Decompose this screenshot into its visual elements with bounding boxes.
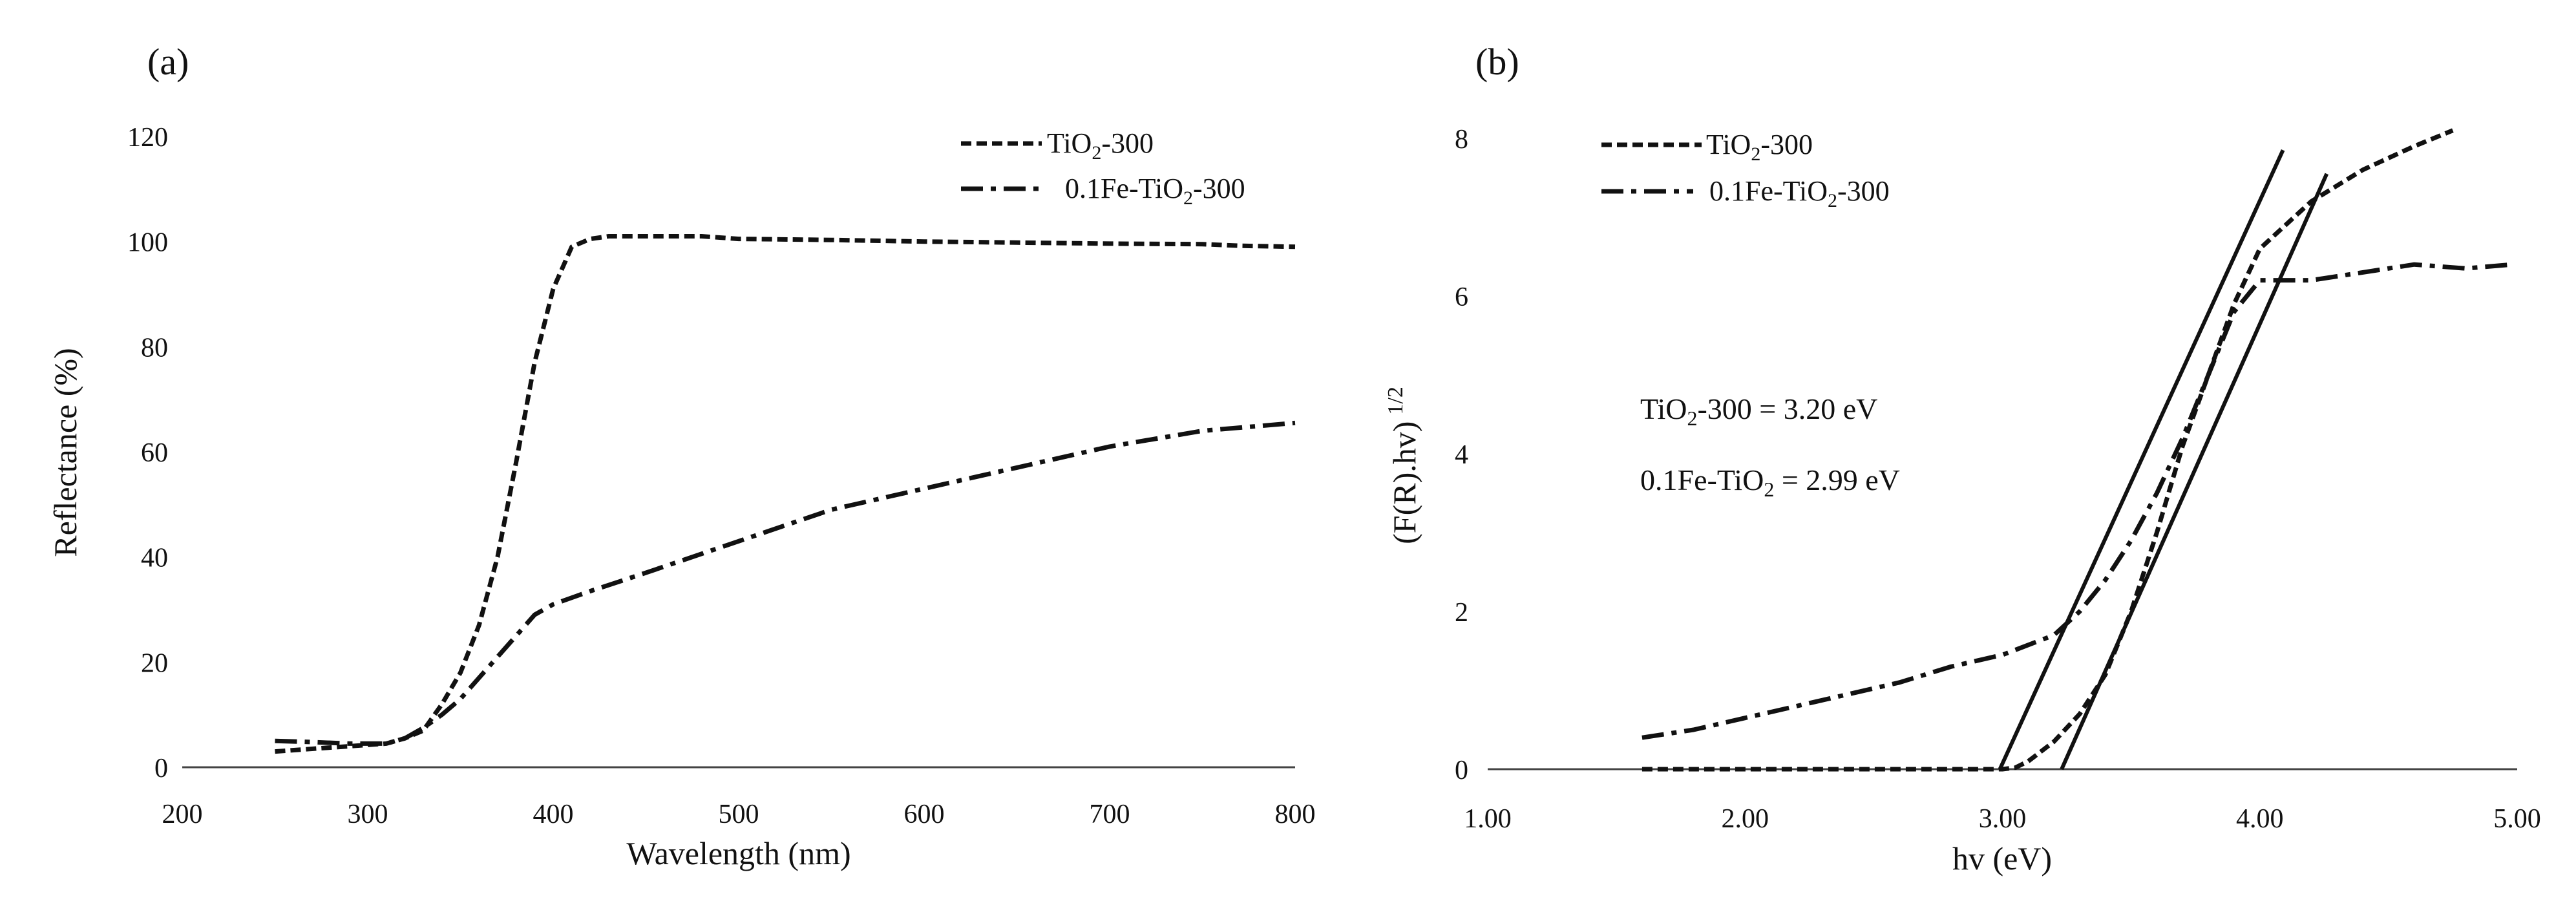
y-tick-label: 100 (127, 228, 168, 258)
y-tick-label: 40 (141, 544, 168, 573)
tangent-fe-tio2 (1998, 149, 2285, 770)
y-tick-label: 8 (1455, 125, 1468, 154)
x-tick-label: 700 (1090, 800, 1130, 829)
x-tick-label: 4.00 (2236, 804, 2284, 834)
panel-b-legend: TiO2-300 0.1Fe-TiO2-300 (1601, 129, 1890, 211)
y-tick-label: 60 (141, 438, 168, 468)
panel-b: (b) 0 2 4 6 8 1.00 2.00 3.00 4.00 5.00 hv (eV) (… (1384, 41, 2541, 876)
legend-a-fe-tio2-tail: -300 (1193, 173, 1245, 204)
panel-b-x-axis-title: hv (eV) (1952, 840, 2052, 876)
panel-a-legend: TiO2-300 0.1Fe-TiO2-300 (961, 127, 1245, 209)
bandgap-annotation-tio2-tail: -300 = 3.20 eV (1697, 392, 1877, 425)
y-tick-label: 80 (141, 333, 168, 363)
x-tick-label: 800 (1275, 800, 1316, 829)
legend-a-fe-tio2-main: 0.1Fe-TiO (1065, 173, 1183, 204)
legend-b-tio2: TiO2-300 (1706, 129, 1813, 165)
panel-b-y-axis-title: (F(R).hv) 1/2 (1384, 387, 1422, 544)
bandgap-annotation-tio2-main: TiO (1640, 392, 1687, 425)
tangent-tio2 (2060, 173, 2329, 770)
legend-b-fe-tio2-tail: -300 (1837, 175, 1890, 207)
y-tick-label: 4 (1455, 440, 1468, 470)
bandgap-annotation-tio2: TiO2-300 = 3.20 eV (1640, 392, 1877, 430)
panel-b-label: (b) (1475, 41, 1519, 83)
panel-a-x-axis-title: Wavelength (nm) (626, 835, 850, 871)
bandgap-annotation-fe-tio2-sub: 2 (1764, 478, 1774, 501)
x-tick-label: 5.00 (2493, 804, 2541, 834)
y-tick-label: 120 (127, 123, 168, 153)
bandgap-annotation-tio2-sub: 2 (1687, 407, 1697, 430)
legend-b-tio2-tail: -300 (1760, 129, 1813, 160)
x-tick-label: 400 (533, 800, 574, 829)
y-tick-label: 0 (1455, 756, 1468, 785)
y-tick-label: 6 (1455, 282, 1468, 312)
x-tick-label: 3.00 (1979, 804, 2027, 834)
series-line-fe-tio2 (275, 420, 1296, 746)
legend-a-tio2: TiO2-300 (1047, 127, 1154, 164)
bandgap-annotation-fe-tio2-tail: = 2.99 eV (1774, 463, 1900, 496)
series-line-tio2 (1642, 128, 2454, 772)
panel-b-y-axis-title-sup: 1/2 (1384, 387, 1408, 414)
series-line-tio2 (275, 234, 1296, 754)
bandgap-annotation-fe-tio2: 0.1Fe-TiO2 = 2.99 eV (1640, 463, 1900, 501)
panel-a-y-axis-title: Reflectance (%) (47, 348, 83, 557)
bandgap-annotation-fe-tio2-main: 0.1Fe-TiO (1640, 463, 1764, 496)
x-tick-label: 2.00 (1722, 804, 1769, 834)
legend-a-fe-tio2: 0.1Fe-TiO2-300 (1065, 173, 1245, 209)
legend-b-fe-tio2: 0.1Fe-TiO2-300 (1709, 175, 1890, 211)
legend-b-fe-tio2-main: 0.1Fe-TiO (1709, 175, 1828, 207)
y-tick-label: 20 (141, 648, 168, 678)
legend-a-tio2-sub: 2 (1092, 142, 1101, 164)
legend-a-fe-tio2-sub: 2 (1183, 187, 1193, 209)
legend-b-tio2-main: TiO (1706, 129, 1751, 160)
legend-b-tio2-sub: 2 (1751, 143, 1760, 165)
legend-a-tio2-main: TiO (1047, 127, 1092, 159)
panel-b-y-axis-title-main: (F(R).hv) (1386, 421, 1422, 544)
series-line-fe-tio2 (1642, 262, 2513, 740)
x-tick-label: 300 (348, 800, 388, 829)
x-tick-label: 200 (162, 800, 203, 829)
x-tick-label: 1.00 (1464, 804, 1512, 834)
y-tick-label: 2 (1455, 598, 1468, 628)
x-tick-label: 500 (719, 800, 759, 829)
panel-a-label: (a) (147, 41, 189, 83)
legend-a-tio2-tail: -300 (1101, 127, 1154, 159)
panel-a: (a) 0 20 40 60 80 100 120 200 300 400 500 600 700 80… (47, 41, 1316, 871)
x-tick-label: 600 (904, 800, 945, 829)
y-tick-label: 0 (154, 754, 168, 783)
legend-b-fe-tio2-sub: 2 (1828, 190, 1837, 211)
